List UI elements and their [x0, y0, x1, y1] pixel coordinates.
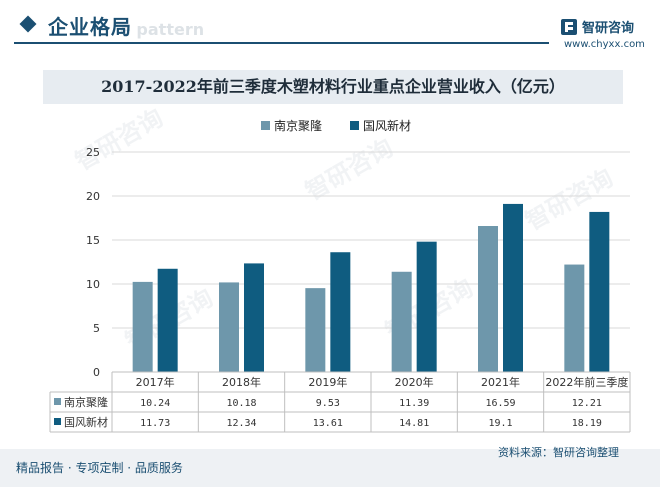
logo-name: 智研咨询 [582, 21, 635, 36]
table-series-label: 国风新材 [64, 415, 108, 429]
bar-1-6 [564, 264, 585, 372]
brand-logo[interactable]: 智研咨询 www.chyxx.com [560, 16, 656, 56]
chart-title-band: 2017-2022年前三季度木塑材料行业重点企业营业收入（亿元） [43, 70, 623, 104]
y-tick-label: 10 [86, 278, 100, 291]
data-table-value: 12.21 [572, 398, 602, 409]
logo-icon [561, 19, 577, 35]
legend-swatch-series-2 [350, 121, 359, 130]
bar-1-2 [219, 282, 239, 372]
x-tick-label: 2020年 [395, 375, 434, 389]
chart-title: 2017-2022年前三季度木塑材料行业重点企业营业收入（亿元） [101, 77, 565, 96]
bar-2-2 [244, 263, 264, 372]
data-table-value: 16.59 [485, 398, 515, 409]
data-table-value: 10.24 [140, 398, 170, 409]
y-tick-label: 5 [93, 322, 100, 335]
data-table-value: 14.81 [399, 418, 429, 429]
footer-bar [0, 449, 660, 487]
data-table-value: 9.53 [316, 398, 340, 409]
y-tick-label: 0 [93, 366, 100, 379]
bar-1-5 [478, 226, 498, 372]
bar-2-4 [416, 241, 437, 372]
footer-tagline: 精品报告 · 专项定制 · 品质服务 [16, 461, 183, 475]
data-table-value: 10.18 [226, 398, 256, 409]
data-table-value: 11.39 [399, 398, 429, 409]
header-divider [14, 42, 549, 44]
bar-1-3 [305, 288, 326, 372]
table-swatch [54, 398, 61, 405]
page-header: e pattern 企业格局 智研咨询 www.chyxx.com [0, 0, 660, 62]
x-tick-label: 2018年 [222, 375, 261, 389]
legend-label-series-2: 国风新材 [363, 119, 412, 133]
bar-2-5 [503, 203, 523, 372]
section-ghost-text: e pattern [120, 20, 205, 39]
section-title: 企业格局 [48, 15, 132, 39]
data-table-value: 19.1 [488, 418, 512, 429]
y-tick-label: 25 [86, 146, 100, 159]
data-table-value: 13.61 [313, 418, 343, 429]
data-table-value: 18.19 [572, 418, 602, 429]
legend-label-series-1: 南京聚隆 [274, 119, 323, 133]
bar-2-6 [589, 211, 610, 372]
x-tick-label: 2021年 [481, 375, 520, 389]
table-series-label: 南京聚隆 [64, 395, 108, 409]
bar-1-1 [132, 281, 153, 372]
data-table-value: 11.73 [140, 418, 170, 429]
y-tick-label: 15 [86, 234, 100, 247]
x-tick-label: 2022年前三季度 [545, 375, 628, 389]
bar-1-4 [391, 271, 412, 372]
legend-swatch-series-1 [261, 121, 270, 130]
x-tick-label: 2017年 [136, 375, 175, 389]
bar-2-1 [157, 268, 178, 372]
chart-legend: 南京聚隆 国风新材 [0, 117, 660, 135]
x-tick-label: 2019年 [308, 375, 347, 389]
data-table-value: 12.34 [226, 418, 256, 429]
bar-2-3 [330, 252, 351, 372]
y-tick-label: 20 [86, 190, 100, 203]
source-note: 资料来源：智研咨询整理 [498, 446, 619, 459]
logo-url[interactable]: www.chyxx.com [564, 39, 645, 50]
table-swatch [54, 418, 61, 425]
